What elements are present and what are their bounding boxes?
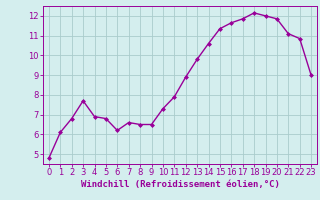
X-axis label: Windchill (Refroidissement éolien,°C): Windchill (Refroidissement éolien,°C)	[81, 180, 279, 189]
